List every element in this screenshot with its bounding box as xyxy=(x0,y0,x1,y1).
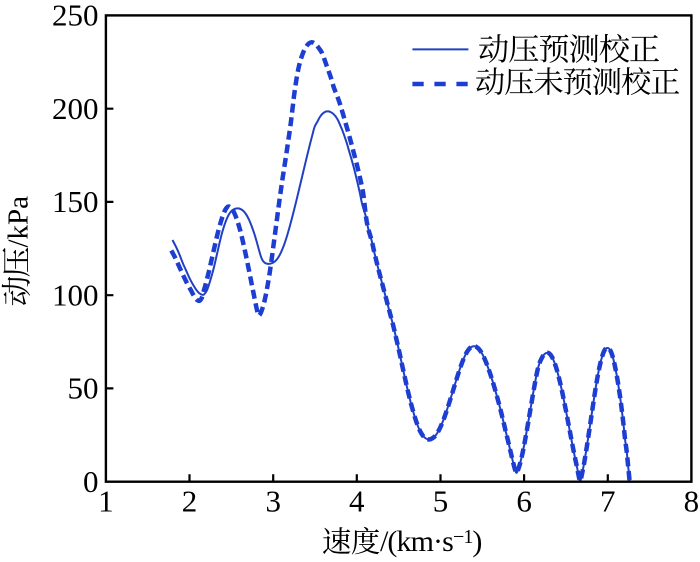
svg-text:/kPa: /kPa xyxy=(3,196,35,248)
svg-text:7: 7 xyxy=(600,483,616,518)
svg-text:/(km·s−1): /(km·s−1) xyxy=(380,525,482,558)
svg-text:3: 3 xyxy=(265,483,281,518)
svg-text:1: 1 xyxy=(98,483,114,518)
svg-text:4: 4 xyxy=(349,483,365,518)
svg-text:2: 2 xyxy=(182,483,198,518)
svg-text:8: 8 xyxy=(684,483,700,518)
svg-text:50: 50 xyxy=(68,371,99,406)
svg-text:100: 100 xyxy=(52,278,99,313)
svg-text:150: 150 xyxy=(52,184,99,219)
svg-text:0: 0 xyxy=(83,464,99,499)
svg-text:6: 6 xyxy=(516,483,532,518)
svg-text:5: 5 xyxy=(433,483,449,518)
svg-text:200: 200 xyxy=(52,91,99,126)
svg-text:250: 250 xyxy=(52,0,99,33)
